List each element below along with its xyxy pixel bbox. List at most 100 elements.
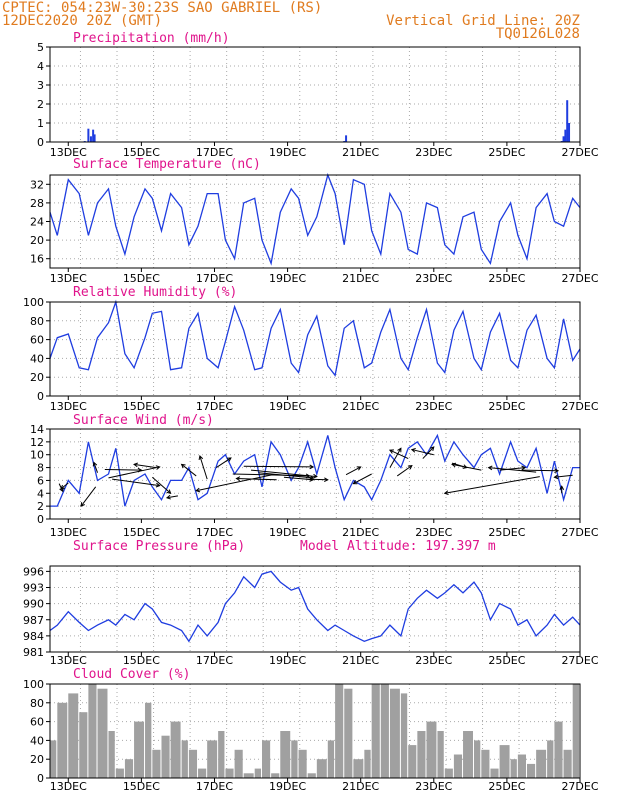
cloud-cover-bar <box>536 749 547 778</box>
cloud-cover-bar <box>547 740 554 778</box>
wind-arrow <box>396 465 413 477</box>
x-tick-label: 21DEC <box>342 780 379 793</box>
cloud-cover-bar <box>307 773 316 778</box>
cloud-cover-bar <box>437 731 444 778</box>
wind-arrow <box>181 463 197 477</box>
panel-2: 0 20 40 60 80 100 13DEC 15DEC 17DEC 19DEC 21DEC 23D… <box>23 285 599 413</box>
y-tick-label: 0 <box>37 513 44 526</box>
wind-arrow <box>345 466 361 476</box>
x-tick-label: 25DEC <box>488 526 525 539</box>
y-tick-label: 80 <box>30 697 44 710</box>
x-tick-label: 23DEC <box>415 272 452 285</box>
plot-frame <box>49 174 581 269</box>
y-tick-label: 6 <box>37 474 44 487</box>
wind-arrow-head <box>324 477 329 483</box>
cloud-cover-bar <box>225 768 234 778</box>
plot-frame <box>49 683 581 779</box>
cloud-cover-bar <box>380 684 389 778</box>
wind-arrow-head <box>195 487 201 493</box>
x-tick-label: 17DEC <box>196 780 233 793</box>
cloud-cover-bar <box>188 749 198 778</box>
y-tick-label: 10 <box>30 449 44 462</box>
y-tick-label: 0 <box>37 390 44 403</box>
series-line <box>49 570 581 643</box>
y-tick-label: 20 <box>30 234 44 247</box>
cloud-cover-bar <box>400 693 408 778</box>
cloud-cover-bar <box>88 684 97 778</box>
cloud-cover-bar <box>134 721 145 778</box>
precip-bar <box>87 128 90 142</box>
cloud-cover-bar <box>364 749 371 778</box>
plot-area <box>50 47 580 142</box>
x-tick-label: 15DEC <box>123 654 160 667</box>
wind-arrow-head <box>410 448 416 453</box>
cloud-cover-bar <box>108 731 115 778</box>
plot-frame <box>49 428 581 520</box>
cloud-cover-bar <box>79 712 88 778</box>
wind-arrow <box>353 473 372 485</box>
wind-arrow-head <box>487 465 493 471</box>
cloud-cover-bar <box>152 749 161 778</box>
header-model-code: TQ0126L028 <box>496 26 580 42</box>
cloud-cover-bar <box>554 721 563 778</box>
x-tick-label: 21DEC <box>342 272 379 285</box>
wind-arrow-head <box>155 482 161 488</box>
precip-bar <box>345 135 348 142</box>
panel-title: Surface Pressure (hPa) <box>73 539 245 554</box>
y-tick-label: 0 <box>37 136 44 149</box>
x-tick-label: 27DEC <box>561 272 598 285</box>
wind-arrow <box>250 469 317 478</box>
wind-arrow <box>133 463 157 469</box>
x-tick-label: 27DEC <box>561 780 598 793</box>
plot-frame <box>49 301 581 397</box>
wind-arrow-head <box>407 465 413 470</box>
wind-arrow <box>488 467 537 473</box>
wind-arrow-head <box>92 461 98 467</box>
y-tick-label: 8 <box>37 462 44 475</box>
wind-arrow <box>60 482 69 490</box>
wind-arrow <box>499 467 526 471</box>
x-tick-label: 27DEC <box>561 654 598 667</box>
precip-bar <box>93 134 96 142</box>
cloud-cover-bar <box>115 768 124 778</box>
series-line <box>50 433 580 507</box>
cloud-cover-bar <box>68 693 79 778</box>
x-tick-label: 25DEC <box>488 272 525 285</box>
precip-bar <box>564 129 567 142</box>
cloud-cover-bar <box>97 688 108 778</box>
y-tick-label: 0 <box>37 772 44 785</box>
wind-arrow-head <box>180 463 186 469</box>
cloud-cover-bar <box>353 759 364 778</box>
cloud-cover-bar <box>50 740 57 778</box>
plot-area <box>50 566 580 652</box>
y-tick-label: 20 <box>30 371 44 384</box>
panel-0: 0 1 2 3 4 5 13DEC 15DEC 17DEC 19DEC 21DEC 23DEC 25DE… <box>37 31 599 159</box>
wind-arrow <box>554 474 573 478</box>
y-tick-label: 12 <box>30 436 44 449</box>
wind-arrow <box>422 446 435 459</box>
panel-5: 0 20 40 60 80 100 13DEC 15DEC 17DEC 19DEC 21DEC 23D… <box>23 667 599 793</box>
wind-arrow-head <box>312 473 318 479</box>
cloud-cover-bar <box>481 749 490 778</box>
wind-arrow-head <box>554 468 560 474</box>
x-tick-label: 13DEC <box>50 780 87 793</box>
wind-arrow-head <box>80 502 85 507</box>
header-station-line: CPTEC: 054:23W-30:23S SAO GABRIEL (RS) <box>2 0 322 16</box>
cloud-cover-bar <box>572 684 579 778</box>
wind-arrow <box>258 472 314 479</box>
x-tick-label: 25DEC <box>488 146 525 159</box>
x-tick-label: 15DEC <box>123 272 160 285</box>
wind-arrow <box>108 466 160 479</box>
y-tick-label: 993 <box>23 582 44 595</box>
cloud-cover-bar <box>417 731 426 778</box>
cloud-cover-bar <box>218 731 225 778</box>
wind-arrow-head <box>356 466 362 471</box>
cloud-cover-bar <box>510 759 517 778</box>
panel-1: 16 20 24 28 32 13DEC 15DEC 17DEC 19DEC 21DEC 23DEC… <box>30 157 599 285</box>
y-tick-label: 2 <box>37 500 44 513</box>
y-tick-label: 60 <box>30 716 44 729</box>
cloud-cover-bar <box>499 745 510 778</box>
cloud-cover-bar <box>408 745 417 778</box>
